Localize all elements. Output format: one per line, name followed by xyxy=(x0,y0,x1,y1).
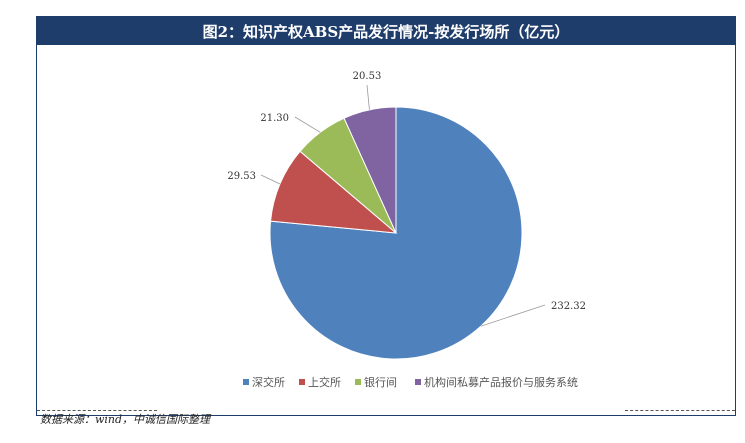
data-label-3: 21.30 xyxy=(260,113,289,124)
leader-line-2 xyxy=(260,174,281,185)
legend-label-3: 银行间 xyxy=(364,375,397,389)
data-label-4: 20.53 xyxy=(353,71,382,82)
legend-swatch-3 xyxy=(355,379,361,385)
legend-label-4: 机构间私募产品报价与服务系统 xyxy=(424,375,578,389)
legend-swatch-2 xyxy=(299,379,305,385)
leader-line-4 xyxy=(366,84,370,110)
chart-frame: 图2：知识产权ABS产品发行情况-按发行场所（亿元） 232.32 29.53 21… xyxy=(36,16,736,416)
bottom-rule-right xyxy=(625,410,735,411)
bottom-rule-left xyxy=(37,410,157,411)
pie-slice-2 xyxy=(270,150,398,234)
leader-line-3 xyxy=(294,116,321,133)
chart-title: 图2：知识产权ABS产品发行情况-按发行场所（亿元） xyxy=(37,17,735,45)
pie-chart: 232.32 29.53 21.30 20.53 深交所 上交所 银行间 机构间私募产品报价与… xyxy=(227,71,586,389)
legend-label-1: 深交所 xyxy=(252,375,285,389)
legend-swatch-1 xyxy=(243,379,249,385)
source-note: 数据来源：wind，中诚信国际整理 xyxy=(40,413,211,426)
data-label-2: 29.53 xyxy=(227,171,256,182)
leader-line-1 xyxy=(480,304,546,327)
data-label-1: 232.32 xyxy=(551,301,586,312)
legend-label-2: 上交所 xyxy=(308,375,341,389)
legend-swatch-4 xyxy=(415,379,421,385)
